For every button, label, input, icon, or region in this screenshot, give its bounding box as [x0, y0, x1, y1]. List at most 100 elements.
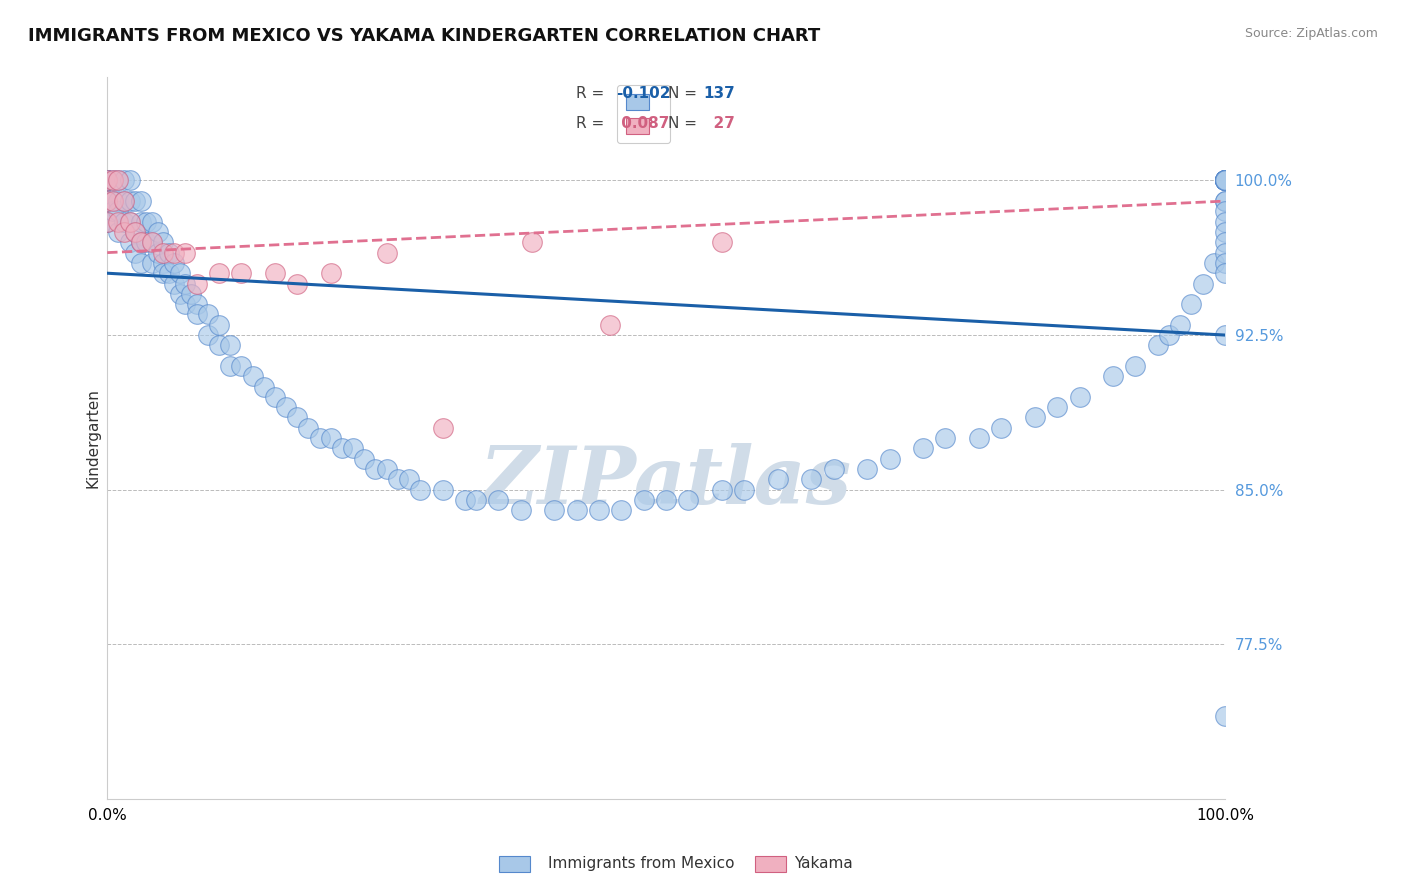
Point — [633, 492, 655, 507]
Point — [135, 235, 157, 250]
Point — [1213, 225, 1236, 239]
Point — [152, 256, 174, 270]
Point — [733, 483, 755, 497]
Point — [208, 338, 231, 352]
Point — [823, 462, 845, 476]
Point — [174, 297, 197, 311]
Point — [208, 318, 231, 332]
Text: IMMIGRANTS FROM MEXICO VS YAKAMA KINDERGARTEN CORRELATION CHART: IMMIGRANTS FROM MEXICO VS YAKAMA KINDERG… — [28, 27, 820, 45]
Point — [101, 204, 124, 219]
Point — [1213, 173, 1236, 187]
Point — [186, 277, 208, 291]
Point — [879, 451, 901, 466]
Point — [135, 215, 157, 229]
Point — [1213, 194, 1236, 208]
Point — [465, 492, 488, 507]
Point — [610, 503, 633, 517]
Point — [1213, 266, 1236, 280]
Point — [285, 277, 308, 291]
Point — [231, 359, 253, 373]
Point — [1213, 173, 1236, 187]
Point — [432, 483, 454, 497]
Point — [1180, 297, 1202, 311]
Point — [152, 245, 174, 260]
Point — [118, 235, 141, 250]
Point — [319, 266, 342, 280]
Point — [1213, 173, 1236, 187]
Point — [912, 442, 935, 456]
Point — [231, 266, 253, 280]
Point — [800, 472, 823, 486]
Point — [152, 266, 174, 280]
Point — [107, 194, 129, 208]
Point — [308, 431, 330, 445]
Point — [1213, 173, 1236, 187]
Point — [146, 245, 169, 260]
Point — [96, 173, 118, 187]
Point — [208, 266, 231, 280]
Point — [1046, 400, 1069, 414]
Point — [253, 379, 276, 393]
Point — [375, 245, 398, 260]
Point — [169, 266, 191, 280]
Point — [157, 266, 180, 280]
Point — [107, 173, 129, 187]
Point — [141, 215, 163, 229]
Point — [330, 442, 353, 456]
Point — [157, 245, 180, 260]
Point — [242, 369, 264, 384]
Point — [112, 225, 135, 239]
Point — [169, 286, 191, 301]
Text: Yakama: Yakama — [794, 856, 853, 871]
Text: ZIPatlas: ZIPatlas — [479, 442, 852, 520]
Point — [96, 173, 118, 187]
Point — [96, 194, 118, 208]
Point — [163, 277, 186, 291]
Point — [364, 462, 387, 476]
Text: 137: 137 — [703, 87, 735, 101]
Point — [141, 256, 163, 270]
Point — [124, 194, 146, 208]
Point — [186, 297, 208, 311]
Point — [118, 215, 141, 229]
Point — [118, 215, 141, 229]
Point — [264, 266, 287, 280]
Point — [163, 245, 186, 260]
Point — [1213, 173, 1236, 187]
Point — [1213, 173, 1236, 187]
Point — [1213, 173, 1236, 187]
Point — [129, 235, 152, 250]
Point — [1213, 204, 1236, 219]
Point — [129, 235, 152, 250]
Point — [856, 462, 879, 476]
Point — [432, 421, 454, 435]
Point — [588, 503, 610, 517]
Point — [297, 421, 319, 435]
Text: -0.102: -0.102 — [616, 87, 671, 101]
Point — [599, 318, 621, 332]
Point — [990, 421, 1012, 435]
Point — [112, 215, 135, 229]
Point — [118, 194, 141, 208]
Point — [934, 431, 956, 445]
Text: 0.087: 0.087 — [616, 116, 669, 130]
Text: 27: 27 — [703, 116, 735, 130]
Point — [107, 173, 129, 187]
Point — [101, 173, 124, 187]
Point — [124, 225, 146, 239]
Point — [152, 235, 174, 250]
Point — [766, 472, 789, 486]
Point — [565, 503, 588, 517]
Point — [285, 410, 308, 425]
Point — [141, 235, 163, 250]
Point — [1102, 369, 1125, 384]
Point — [129, 256, 152, 270]
Point — [1213, 215, 1236, 229]
Point — [1213, 173, 1236, 187]
Point — [1202, 256, 1225, 270]
Point — [219, 359, 242, 373]
Point — [101, 194, 124, 208]
Point — [1213, 173, 1236, 187]
Point — [101, 173, 124, 187]
Point — [1146, 338, 1168, 352]
